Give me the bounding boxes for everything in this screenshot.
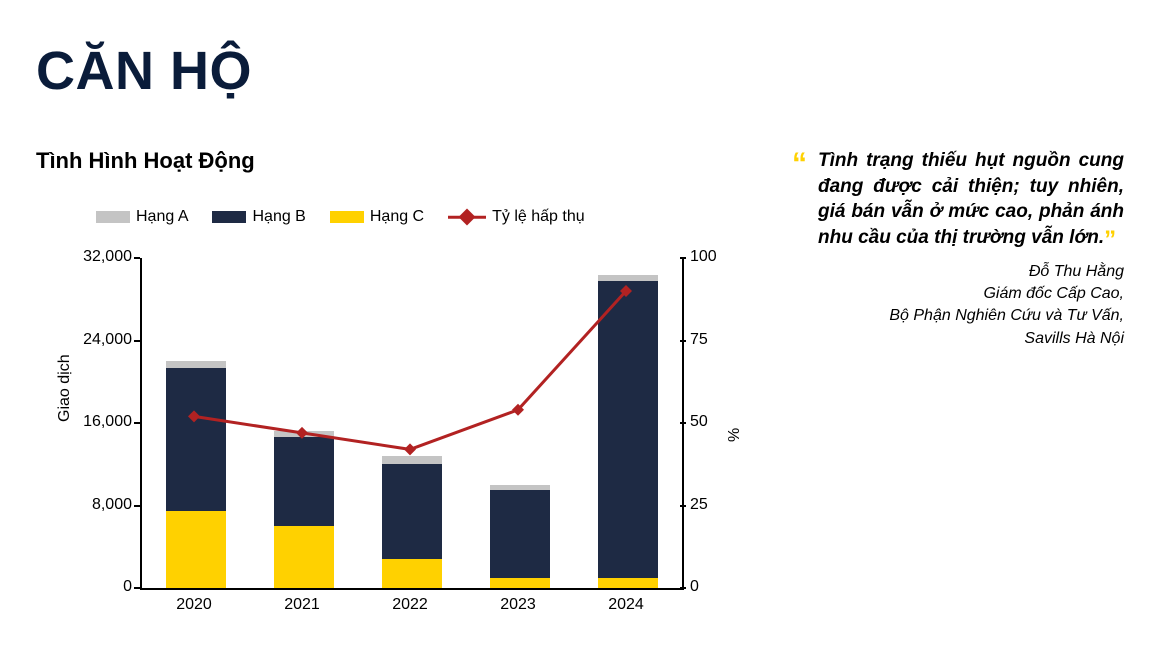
y-left-tick-label: 24,000	[72, 331, 132, 349]
legend-swatch-grade-a	[96, 211, 130, 223]
quote-author-role-3: Savills Hà Nội	[818, 328, 1124, 350]
bar-segment-grade_a	[166, 361, 226, 368]
bar-segment-grade_a	[490, 485, 550, 490]
legend-item-absorption: Tỷ lệ hấp thụ	[448, 208, 585, 226]
y-left-tick-label: 0	[72, 578, 132, 596]
x-tick-label: 2021	[284, 596, 320, 614]
quote-attribution: Đỗ Thu Hằng Giám đốc Cấp Cao, Bộ Phận Ng…	[794, 261, 1124, 351]
bar-segment-grade_c	[490, 578, 550, 588]
bar-segment-grade_a	[382, 456, 442, 464]
legend-swatch-grade-c	[330, 211, 364, 223]
legend-label-grade-c: Hạng C	[370, 208, 424, 226]
x-tick-label: 2023	[500, 596, 536, 614]
bar-group	[382, 456, 442, 588]
legend-label-absorption: Tỷ lệ hấp thụ	[492, 208, 585, 226]
legend-item-grade-b: Hạng B	[212, 208, 305, 226]
quote-text: Tình trạng thiếu hụt nguồn cung đang đượ…	[794, 148, 1124, 251]
bar-segment-grade_c	[166, 511, 226, 588]
quote-block: Tình trạng thiếu hụt nguồn cung đang đượ…	[794, 148, 1124, 350]
quote-body: Tình trạng thiếu hụt nguồn cung đang đượ…	[818, 150, 1124, 248]
legend-swatch-absorption	[448, 210, 486, 224]
y-left-tick-label: 8,000	[72, 496, 132, 514]
bar-group	[166, 361, 226, 588]
chart-subtitle: Tình Hình Hoạt Động	[36, 148, 255, 174]
quote-author-role-2: Bộ Phận Nghiên Cứu và Tư Vấn,	[818, 305, 1124, 327]
x-tick-label: 2024	[608, 596, 644, 614]
quote-author-name: Đỗ Thu Hằng	[818, 261, 1124, 283]
chart-legend: Hạng A Hạng B Hạng C Tỷ lệ hấp thụ	[96, 202, 716, 232]
page-title: CĂN HỘ	[36, 40, 252, 102]
bar-segment-grade_c	[274, 526, 334, 588]
legend-label-grade-b: Hạng B	[252, 208, 305, 226]
bar-segment-grade_b	[598, 281, 658, 578]
quote-author-role-1: Giám đốc Cấp Cao,	[818, 283, 1124, 305]
legend-swatch-grade-b	[212, 211, 246, 223]
bar-group	[490, 485, 550, 588]
y-right-tick-label: 50	[690, 413, 730, 431]
y-right-tick-label: 25	[690, 496, 730, 514]
y-axis-left-title: Giao dịch	[56, 354, 74, 422]
bar-segment-grade_c	[598, 578, 658, 588]
close-quote-icon: ”	[1104, 226, 1116, 253]
legend-label-grade-a: Hạng A	[136, 208, 188, 226]
y-right-tick-label: 100	[690, 248, 730, 266]
bar-group	[274, 431, 334, 588]
bar-segment-grade_b	[166, 368, 226, 510]
bar-group	[598, 275, 658, 589]
x-tick-label: 2022	[392, 596, 428, 614]
x-tick-label: 2020	[176, 596, 212, 614]
y-left-tick-label: 32,000	[72, 248, 132, 266]
bar-segment-grade_a	[598, 275, 658, 281]
legend-item-grade-c: Hạng C	[330, 208, 424, 226]
bar-segment-grade_b	[382, 464, 442, 559]
y-right-tick-label: 75	[690, 331, 730, 349]
chart-plot-area	[140, 258, 684, 590]
y-right-tick-label: 0	[690, 578, 730, 596]
y-left-tick-label: 16,000	[72, 413, 132, 431]
legend-item-grade-a: Hạng A	[96, 208, 188, 226]
bar-segment-grade_c	[382, 559, 442, 588]
chart: Hạng A Hạng B Hạng C Tỷ lệ hấp thụ Giao …	[36, 202, 736, 642]
bar-segment-grade_a	[274, 431, 334, 437]
bar-segment-grade_b	[490, 490, 550, 578]
bar-segment-grade_b	[274, 437, 334, 526]
